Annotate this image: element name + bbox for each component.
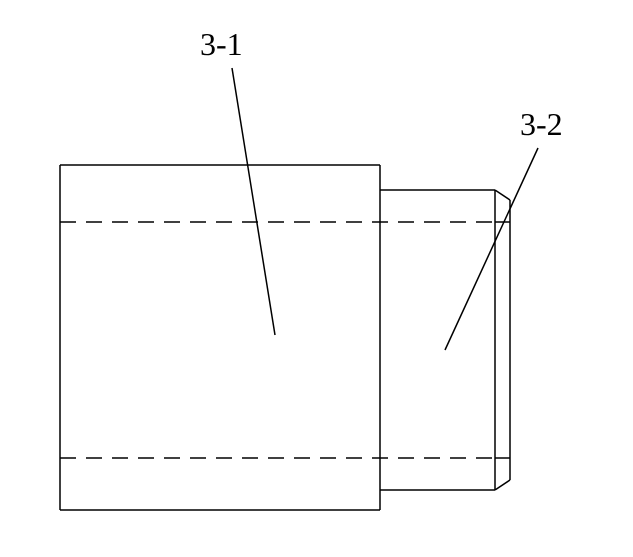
callout-label-3-1: 3-1	[200, 26, 243, 62]
engineering-diagram: 3-1 3-2	[0, 0, 633, 557]
hidden-line-group	[60, 222, 495, 458]
leader-line-group	[232, 68, 538, 350]
callout-label-3-2: 3-2	[520, 106, 563, 142]
